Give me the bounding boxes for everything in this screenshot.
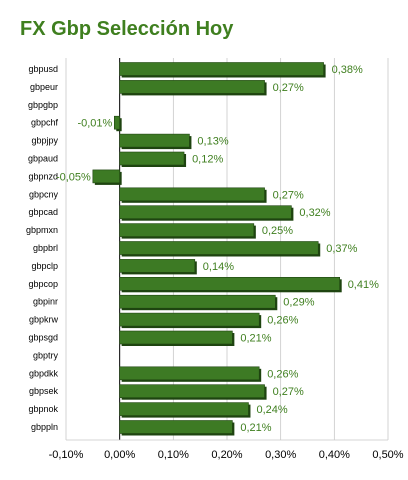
bar-gbppln [119, 420, 233, 434]
data-label: 0,14% [203, 261, 234, 273]
data-label: 0,21% [240, 422, 271, 434]
bar-gbpinr [119, 294, 276, 309]
x-tick-label: 0,10% [158, 449, 189, 461]
category-label: gbptry [33, 350, 59, 360]
data-label: 0,26% [267, 368, 298, 380]
bar-gbpcop [119, 276, 341, 291]
bar-gbpkrw [119, 312, 260, 327]
data-label: 0,12% [192, 154, 223, 166]
bar-gbpjpy [119, 133, 190, 148]
bar-gbpsek [119, 384, 265, 399]
data-label: 0,27% [273, 82, 304, 94]
data-label: 0,37% [326, 243, 357, 255]
category-label: gbpmxn [26, 225, 58, 235]
bar-gbpusd [119, 62, 324, 76]
bar-gbpdkk [119, 366, 260, 381]
data-label: 0,26% [267, 315, 298, 327]
category-label: gbpaud [28, 154, 58, 164]
data-label: 0,13% [197, 136, 228, 148]
x-tick-label: 0,40% [319, 449, 350, 461]
category-label: gbppln [31, 422, 58, 432]
bar-gbpchf [114, 115, 120, 130]
category-label: gbpinr [33, 297, 58, 307]
bar-gbpaud [119, 151, 185, 166]
data-label: 0,29% [283, 297, 314, 309]
x-tick-label: 0,50% [372, 449, 403, 461]
data-label: 0,21% [240, 333, 271, 345]
category-label: gbpjpy [31, 136, 58, 146]
category-label: gbpcad [28, 207, 58, 217]
chart-title: FX Gbp Selección Hoy [20, 18, 234, 40]
category-label: gbpnzd [28, 171, 58, 181]
data-label: 0,24% [256, 404, 287, 416]
category-label: gbpsek [29, 386, 59, 396]
category-label: gbpsgd [28, 333, 58, 343]
category-label: gbpcop [28, 279, 58, 289]
category-label: gbpcny [29, 189, 59, 199]
bar-gbpclp [119, 259, 196, 273]
data-label: 0,27% [273, 386, 304, 398]
data-label: 0,38% [332, 64, 363, 76]
bar-gbpsgd [119, 330, 233, 345]
x-tick-label: 0,20% [211, 449, 242, 461]
category-label: gbpkrw [29, 315, 59, 325]
category-label: gbpgbp [28, 100, 58, 110]
category-label: gbpnok [28, 404, 58, 414]
x-tick-label: 0,30% [265, 449, 296, 461]
bar-gbpeur [119, 80, 265, 94]
category-label: gbpusd [28, 64, 58, 74]
x-tick-label: 0,00% [104, 449, 135, 461]
category-label: gbpdkk [29, 368, 59, 378]
bar-gbpnok [119, 402, 249, 416]
data-label: -0,05% [56, 171, 91, 183]
bar-gbpmxn [119, 223, 255, 237]
data-label: 0,32% [299, 207, 330, 219]
bar-gbpbrl [119, 241, 319, 255]
category-label: gbpeur [30, 82, 58, 92]
x-tick-label: -0,10% [49, 449, 84, 461]
bar-gbpcny [119, 187, 265, 202]
data-label: 0,25% [262, 225, 293, 237]
data-label: 0,27% [273, 189, 304, 201]
bar-gbpnzd [92, 169, 120, 184]
category-label: gbpbrl [33, 243, 58, 253]
category-label: gbpchf [31, 118, 59, 128]
bar-gbpcad [119, 205, 292, 219]
data-label: -0,01% [77, 118, 112, 130]
category-label: gbpclp [31, 261, 58, 271]
data-label: 0,41% [348, 279, 379, 291]
